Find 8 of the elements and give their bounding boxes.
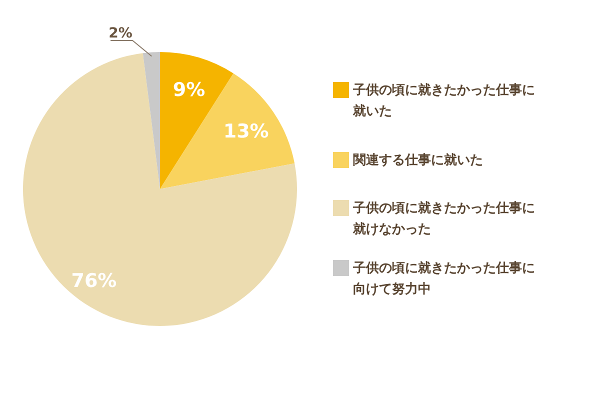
data-label: 76%	[71, 270, 117, 292]
data-label: 2%	[108, 26, 132, 42]
legend-label: 関連する仕事に就いた	[353, 152, 484, 170]
data-label: 13%	[223, 120, 269, 142]
legend-label: 子供の頃に就きたかった仕事に向けて努力中	[353, 260, 536, 299]
legend-label: 子供の頃に就きたかった仕事に就けなかった	[353, 200, 536, 239]
legend-label: 子供の頃に就きたかった仕事に就いた	[353, 82, 536, 121]
data-label: 9%	[172, 79, 206, 102]
